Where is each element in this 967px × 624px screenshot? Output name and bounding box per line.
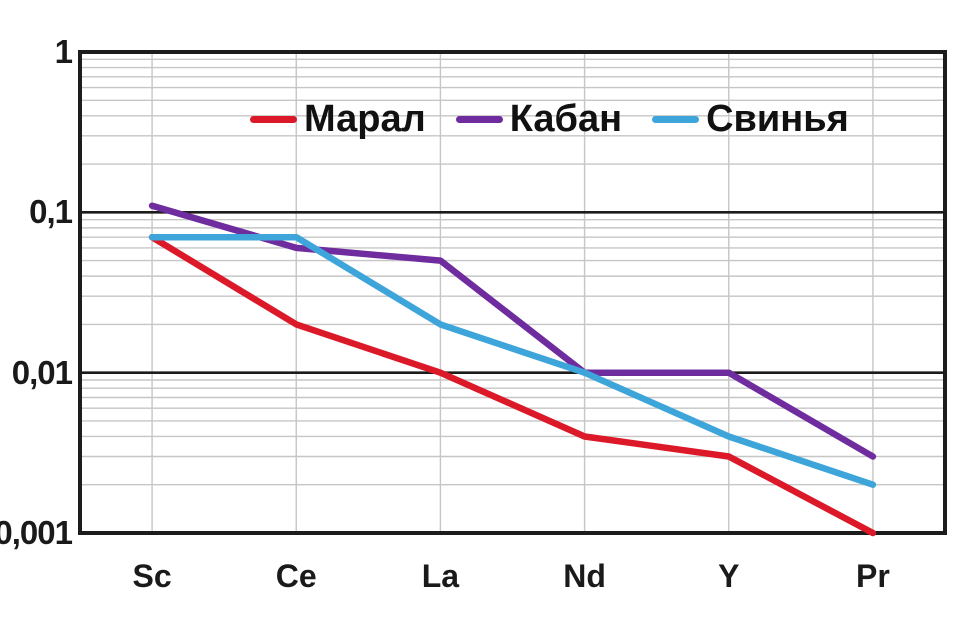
legend-label: Кабан <box>509 98 623 140</box>
series-line-0 <box>148 233 877 537</box>
plot-frame <box>78 50 947 535</box>
legend: Марал Кабан Свинья <box>250 97 849 141</box>
x-category-label: Ce <box>275 558 317 594</box>
legend-swatch <box>250 115 297 123</box>
y-tick-label: 0,001 <box>0 514 73 551</box>
series-line-2 <box>148 233 877 488</box>
legend-label: Свинья <box>706 98 849 140</box>
x-category-label: Nd <box>563 558 606 594</box>
x-category-label: Sc <box>132 558 172 594</box>
y-tick-label: 0,01 <box>11 353 73 391</box>
legend-swatch <box>455 115 503 123</box>
legend-item: Свинья <box>652 97 849 141</box>
x-category-label: La <box>421 558 460 594</box>
x-category-label: Pr <box>856 558 890 594</box>
y-tick-label: 1 <box>54 33 73 70</box>
legend-label: Марал <box>304 98 426 140</box>
legend-item: Марал <box>250 97 426 141</box>
series-line-1 <box>148 202 877 460</box>
legend-swatch <box>652 115 700 123</box>
y-tick-label: 0,1 <box>29 193 73 231</box>
x-category-label: Y <box>718 558 740 594</box>
legend-item: Кабан <box>455 97 623 141</box>
